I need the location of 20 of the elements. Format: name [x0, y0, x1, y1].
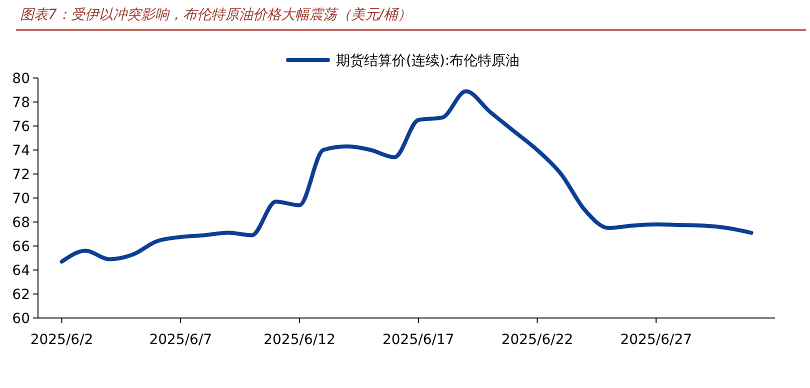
legend-label: 期货结算价(连续):布伦特原油	[336, 52, 520, 69]
y-tick-label: 64	[12, 262, 30, 279]
chart-title: 图表7：受伊以冲突影响，布伦特原油价格大幅震荡（美元/桶）	[20, 7, 412, 23]
y-tick-label: 70	[12, 190, 30, 207]
y-tick-label: 80	[12, 70, 30, 87]
y-tick-label: 62	[12, 286, 30, 303]
y-tick-label: 78	[12, 94, 30, 111]
x-tick-label: 2025/6/12	[264, 332, 336, 348]
y-tick-label: 76	[12, 118, 30, 135]
y-tick-label: 74	[12, 142, 30, 159]
x-tick-label: 2025/6/27	[620, 332, 692, 348]
y-tick-label: 68	[12, 214, 30, 231]
x-tick-label: 2025/6/22	[501, 332, 574, 348]
x-tick-label: 2025/6/17	[382, 332, 454, 348]
y-tick-label: 66	[12, 238, 30, 255]
y-tick-label: 72	[12, 166, 30, 183]
line-series	[60, 89, 754, 264]
x-tick-label: 2025/6/2	[30, 332, 94, 348]
y-tick-label: 60	[12, 310, 30, 327]
x-tick-label: 2025/6/7	[149, 332, 212, 348]
